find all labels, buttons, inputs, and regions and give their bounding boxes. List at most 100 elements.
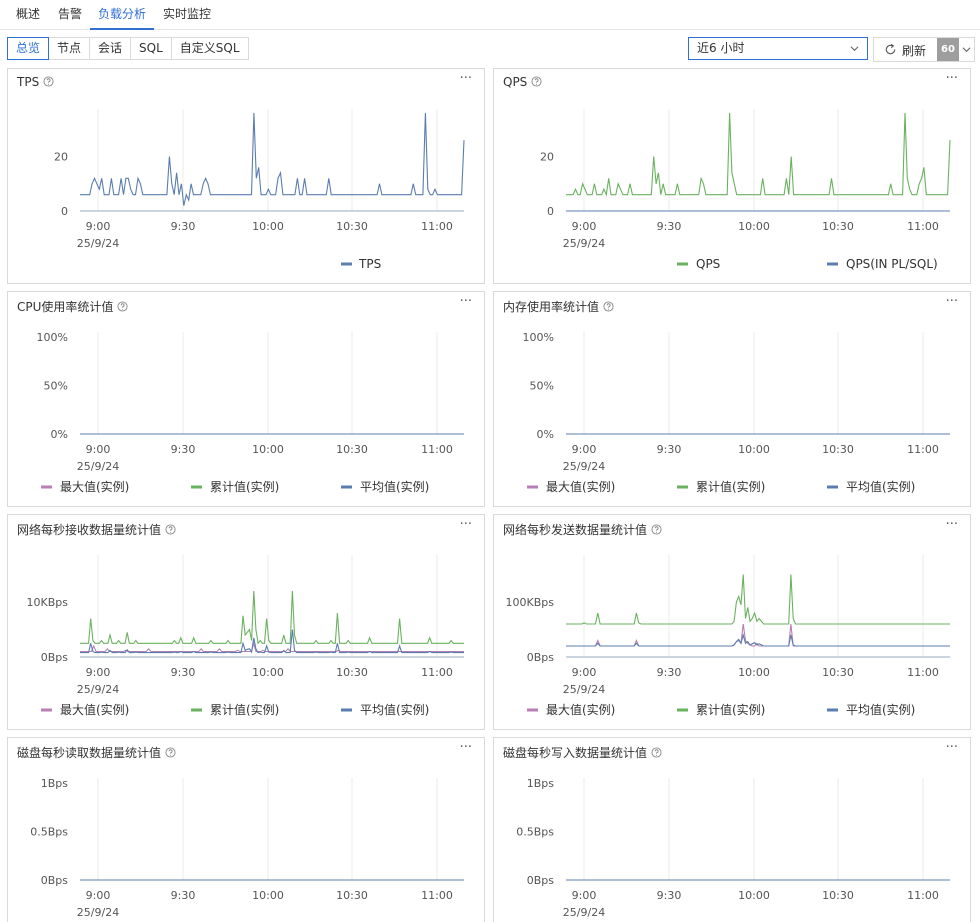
x-tick-label: 10:30	[822, 220, 854, 233]
x-tick-label: 9:00	[572, 220, 597, 233]
legend-label[interactable]: 平均值(实例)	[846, 702, 915, 717]
question-circle-icon[interactable]	[43, 76, 54, 87]
x-tick-label: 9:30	[171, 889, 196, 902]
legend-label[interactable]: 最大值(实例)	[60, 702, 129, 717]
more-options-icon[interactable]: ···	[945, 294, 958, 309]
y-tick-label: 0Bps	[41, 651, 69, 664]
more-options-icon[interactable]: ···	[945, 517, 958, 532]
chart-disk-write: 0Bps 0.5Bps 1Bps 9:00 9:30 10:00 10:30 11:00 25/…	[516, 777, 950, 919]
y-tick-label: 100%	[37, 331, 68, 344]
tab-load-analysis[interactable]: 负载分析	[90, 0, 154, 30]
refresh-interval-badge: 60	[937, 38, 959, 61]
sub-tab-sql[interactable]: SQL	[130, 37, 172, 60]
chart-net-recv: 0Bps 10KBps 9:00 9:30 10:00 10:30 11:00 25/9/24…	[27, 555, 464, 717]
x-tick-label: 9:00	[572, 443, 597, 456]
legend-label[interactable]: 累计值(实例)	[210, 702, 279, 717]
time-range-select[interactable]: 近6 小时	[688, 37, 868, 60]
question-circle-icon[interactable]	[165, 747, 176, 758]
x-tick-label: 9:00	[86, 889, 111, 902]
panel-title: 内存使用率统计值	[503, 300, 600, 314]
panel-title: 磁盘每秒写入数据量统计值	[503, 746, 648, 760]
legend-label[interactable]: 累计值(实例)	[696, 479, 765, 494]
x-tick-label: 10:30	[822, 443, 854, 456]
panel-title: CPU使用率统计值	[17, 300, 114, 314]
legend-label[interactable]: QPS	[696, 257, 720, 271]
x-tick-label: 10:30	[336, 666, 368, 679]
sub-tab-custom-sql[interactable]: 自定义SQL	[170, 37, 249, 60]
question-circle-icon[interactable]	[651, 747, 662, 758]
x-tick-label: 10:00	[252, 889, 284, 902]
more-options-icon[interactable]: ···	[945, 71, 958, 86]
y-tick-label: 20	[540, 151, 554, 164]
x-tick-label: 10:00	[738, 220, 770, 233]
x-tick-label: 10:00	[738, 666, 770, 679]
time-range-value: 近6 小时	[697, 41, 745, 55]
sub-tab-overview[interactable]: 总览	[7, 37, 50, 60]
more-options-icon[interactable]: ···	[459, 517, 472, 532]
tab-alerts[interactable]: 告警	[57, 7, 82, 21]
panel-title: QPS	[503, 75, 528, 89]
panel-disk-read: 0Bps 0.5Bps 1Bps 9:00 9:30 10:00 10:30 11:00 25/…	[7, 737, 485, 922]
x-tick-label: 9:00	[86, 666, 111, 679]
chart-memory: 0% 50% 100% 9:00 9:30 10:00 10:30 11:00 25/9/24 最…	[523, 331, 950, 494]
x-tick-label: 10:30	[822, 889, 854, 902]
panel-title: 网络每秒发送数据量统计值	[503, 523, 648, 537]
chart-qps: 0 20 9:00 9:30 10:00 10:30 11:00 25/9/24 QPS QPS(…	[540, 109, 951, 271]
panel-title: 磁盘每秒读取数据量统计值	[17, 746, 162, 760]
legend-label[interactable]: 最大值(实例)	[546, 479, 615, 494]
legend-label[interactable]: 累计值(实例)	[210, 479, 279, 494]
x-tick-label: 11:00	[907, 443, 939, 456]
x-tick-label: 11:00	[421, 220, 453, 233]
more-options-icon[interactable]: ···	[459, 740, 472, 755]
legend-label[interactable]: QPS(IN PL/SQL)	[846, 257, 938, 271]
x-tick-label: 9:30	[171, 666, 196, 679]
y-tick-label: 10KBps	[27, 596, 69, 609]
legend-label[interactable]: 平均值(实例)	[360, 479, 429, 494]
y-tick-label: 1Bps	[41, 777, 69, 790]
tab-overview[interactable]: 概述	[15, 7, 40, 21]
question-circle-icon[interactable]	[603, 301, 614, 312]
y-tick-label: 0%	[51, 428, 68, 441]
legend-label[interactable]: 最大值(实例)	[60, 479, 129, 494]
panel-net-recv: 0Bps 10KBps 9:00 9:30 10:00 10:30 11:00 25/9/24…	[7, 514, 485, 730]
panel-title: TPS	[17, 75, 40, 89]
legend-label[interactable]: 平均值(实例)	[846, 479, 915, 494]
question-circle-icon[interactable]	[531, 76, 542, 87]
panel-memory: 0% 50% 100% 9:00 9:30 10:00 10:30 11:00 25/9/24 最…	[493, 291, 971, 507]
x-tick-label: 10:00	[252, 220, 284, 233]
more-options-icon[interactable]: ···	[945, 740, 958, 755]
sub-tab-node[interactable]: 节点	[48, 37, 91, 60]
x-tick-label: 10:00	[252, 666, 284, 679]
y-tick-label: 0.5Bps	[30, 826, 68, 839]
chevron-down-icon[interactable]	[962, 45, 971, 54]
legend-label[interactable]: 平均值(实例)	[360, 702, 429, 717]
series-line	[566, 623, 950, 647]
question-circle-icon[interactable]	[117, 301, 128, 312]
refresh-button[interactable]: 刷新 60	[873, 37, 975, 62]
x-date-label: 25/9/24	[563, 237, 605, 250]
x-tick-label: 11:00	[907, 220, 939, 233]
tab-realtime-monitor[interactable]: 实时监控	[162, 7, 211, 21]
x-tick-label: 9:30	[171, 220, 196, 233]
y-tick-label: 1Bps	[527, 777, 555, 790]
x-date-label: 25/9/24	[563, 906, 605, 919]
y-tick-label: 50%	[44, 380, 68, 393]
refresh-icon	[885, 43, 896, 55]
legend-label[interactable]: TPS	[358, 257, 381, 271]
y-tick-label: 0Bps	[41, 874, 69, 887]
series-line	[80, 590, 464, 645]
legend-label[interactable]: 累计值(实例)	[696, 702, 765, 717]
question-circle-icon[interactable]	[651, 524, 662, 535]
panel-disk-write: 0Bps 0.5Bps 1Bps 9:00 9:30 10:00 10:30 11:00 25/…	[493, 737, 971, 922]
x-tick-label: 11:00	[907, 889, 939, 902]
question-circle-icon[interactable]	[165, 524, 176, 535]
x-date-label: 25/9/24	[77, 906, 119, 919]
sub-tab-session[interactable]: 会话	[89, 37, 132, 60]
legend-label[interactable]: 最大值(实例)	[546, 702, 615, 717]
chart-net-send: 0Bps 100KBps 9:00 9:30 10:00 10:30 11:00 25/9/2…	[506, 555, 950, 717]
more-options-icon[interactable]: ···	[459, 294, 472, 309]
y-tick-label: 0.5Bps	[516, 826, 554, 839]
series-line	[80, 112, 465, 206]
x-tick-label: 11:00	[421, 666, 453, 679]
more-options-icon[interactable]: ···	[459, 71, 472, 86]
